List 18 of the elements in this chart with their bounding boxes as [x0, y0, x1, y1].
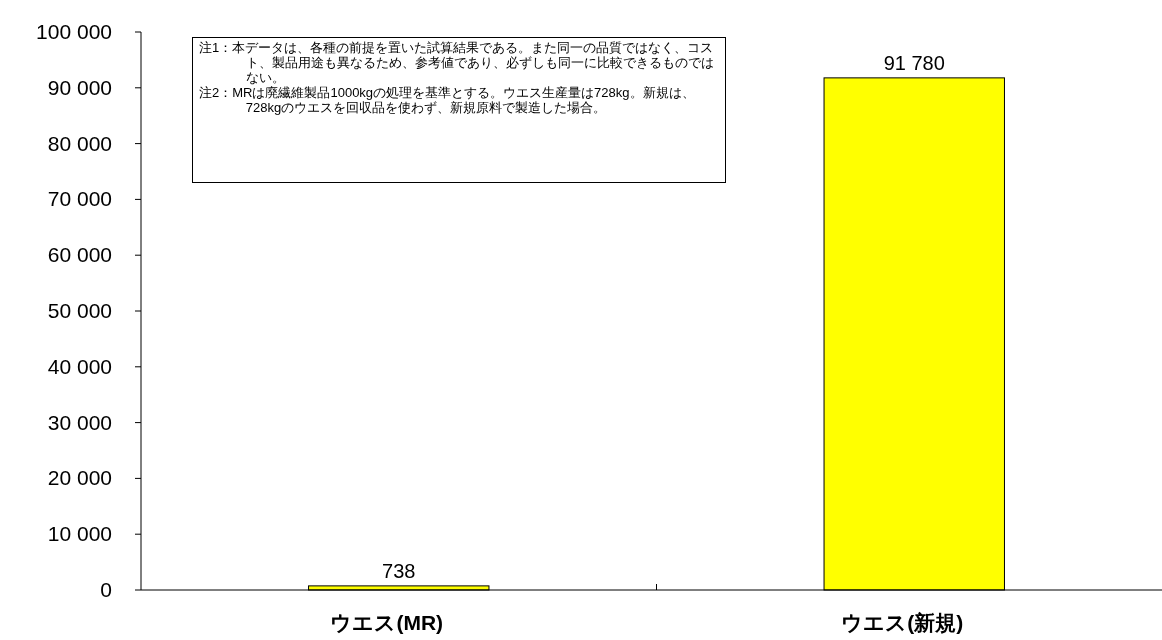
x-tick-label: ウエス(MR) [330, 611, 444, 634]
y-tick-label: 40 000 [47, 354, 112, 378]
y-tick-label: 30 000 [47, 410, 112, 434]
data-label: 738 [382, 559, 416, 582]
note-box: 注1：本データは、各種の前提を置いた試算結果である。また同一の品質ではなく、コスト、製品用途も異なるため、参考値であり、必ずしも同一に比較できるものではない。 注2：MRは廃繊維製品1000kgの処理を基準とする。ウエス生産量は728kg。新規は、728kgのウエスを回収品を使わず、新規原料で製造した場合。 [192, 37, 726, 183]
y-tick-label: 90 000 [47, 75, 112, 99]
y-tick-label: 60 000 [47, 243, 112, 267]
data-label: 91 780 [883, 51, 945, 74]
y-tick-label: 80 000 [47, 131, 112, 155]
y-tick-label: 20 000 [47, 466, 112, 490]
y-tick-label: 10 000 [47, 522, 112, 546]
x-tick-label: ウエス(新規) [841, 611, 964, 634]
annotation: 注2：MRは廃繊維製品1000kgの処理を基準とする。ウエス生産量は728kg。新規は、728kgのウエスを回収品を使わず、新規原料で製造した場合。 [199, 85, 696, 115]
annotation: 注1：本データは、各種の前提を置いた試算結果である。また同一の品質ではなく、コスト、製品用途も異なるため、参考値であり、必ずしも同一に比較できるものではない。 [199, 40, 715, 85]
y-tick-label: 0 [100, 578, 112, 601]
y-tick-label: 50 000 [47, 299, 112, 322]
y-tick-label: 100 000 [36, 20, 112, 43]
y-tick-label: 70 000 [47, 187, 112, 211]
